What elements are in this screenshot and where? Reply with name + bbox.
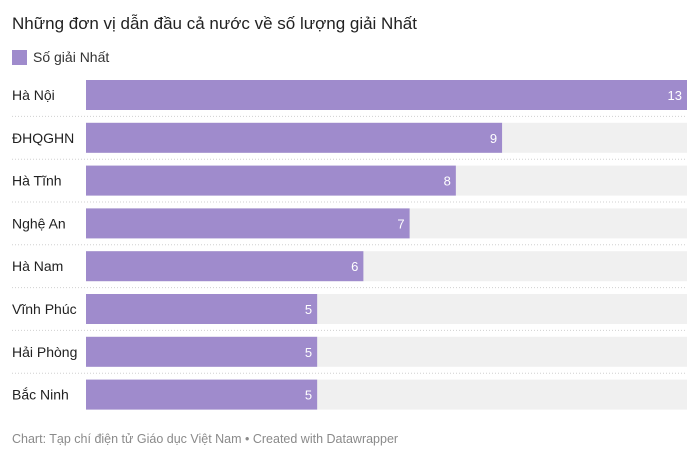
legend-label: Số giải Nhất <box>33 49 110 65</box>
category-label: Vĩnh Phúc <box>12 301 77 317</box>
value-label: 9 <box>490 131 497 146</box>
bar <box>86 336 318 367</box>
bar-chart: Hà Nội 13 ĐHQGHN 9 Hà Tĩnh 8 Nghệ An 7 Hà Nam 6 Vĩ… <box>12 80 687 410</box>
bar-row: Hà Nam 6 <box>12 251 687 289</box>
value-label: 13 <box>668 88 682 103</box>
category-label: Bắc Ninh <box>12 387 69 403</box>
chart-title: Những đơn vị dẫn đầu cả nước về số lượng… <box>12 14 417 33</box>
bar-row: Hải Phòng 5 <box>12 336 687 374</box>
bar <box>86 208 410 239</box>
category-label: ĐHQGHN <box>12 130 74 146</box>
legend: Số giải Nhất <box>12 48 109 66</box>
bar-row: Hà Tĩnh 8 <box>12 165 687 203</box>
bar-row: Nghệ An 7 <box>12 208 687 246</box>
bar-row: ĐHQGHN 9 <box>12 122 687 160</box>
value-label: 8 <box>444 174 451 189</box>
value-label: 7 <box>397 216 404 231</box>
category-label: Nghệ An <box>12 215 66 231</box>
value-label: 5 <box>305 302 312 317</box>
value-label: 5 <box>305 388 312 403</box>
category-label: Hà Nội <box>12 87 55 103</box>
bar <box>86 80 687 110</box>
category-label: Hà Tĩnh <box>12 173 62 189</box>
category-label: Hải Phòng <box>12 344 77 360</box>
bar <box>86 379 318 410</box>
legend-swatch <box>12 49 27 65</box>
value-label: 5 <box>305 345 312 360</box>
bar <box>86 122 503 153</box>
bar <box>86 294 318 324</box>
bar-row: Hà Nội 13 <box>12 80 687 117</box>
bar <box>86 165 456 196</box>
bar <box>86 251 364 282</box>
category-label: Hà Nam <box>12 258 63 274</box>
bar-row: Vĩnh Phúc 5 <box>12 294 687 331</box>
value-label: 6 <box>351 259 358 274</box>
bar-row: Bắc Ninh 5 <box>12 379 687 410</box>
chart-footer: Chart: Tạp chí điện tử Giáo dục Việt Nam… <box>12 432 399 446</box>
